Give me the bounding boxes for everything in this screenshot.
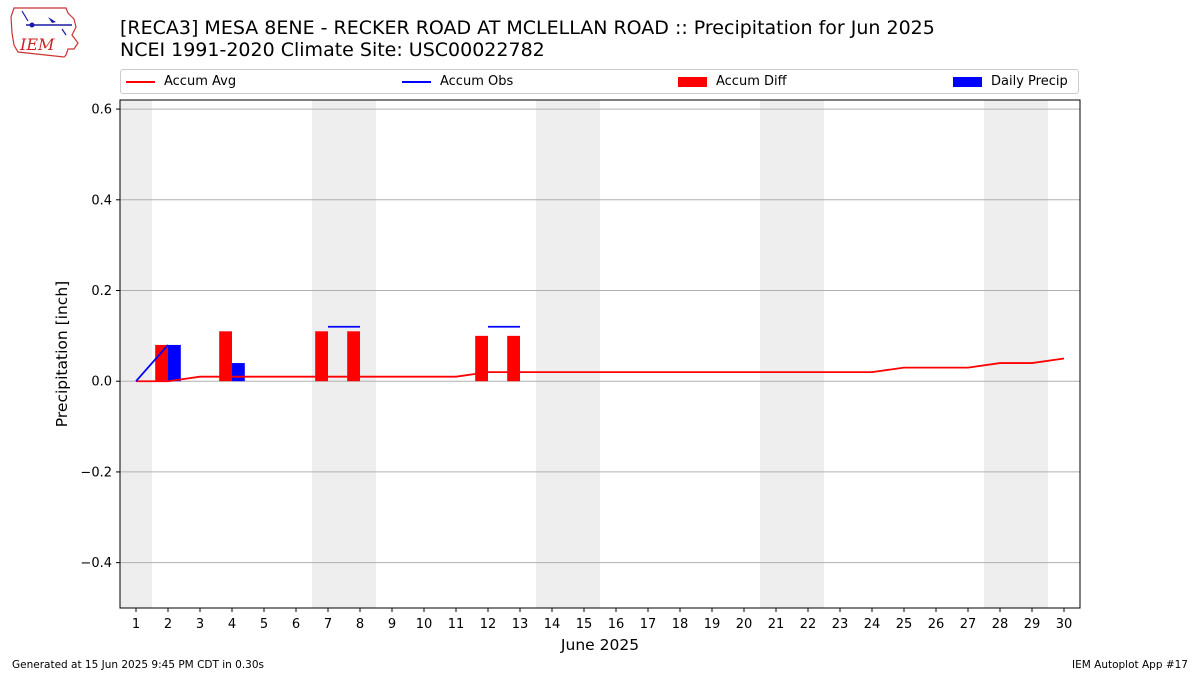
x-axis-label: June 2025 — [560, 636, 639, 654]
accum-diff-bar — [347, 331, 360, 382]
y-tick-label: 0.6 — [91, 103, 112, 118]
accum-diff-bar — [219, 331, 232, 382]
x-tick-label: 1 — [132, 617, 140, 632]
logo-text: IEM — [19, 35, 55, 54]
legend-label-accum-obs: Accum Obs — [440, 74, 514, 89]
x-tick-label: 8 — [356, 617, 364, 632]
legend-label-accum-diff: Accum Diff — [716, 74, 787, 89]
weekend-band-2 — [536, 100, 600, 608]
x-tick-label: 23 — [832, 617, 849, 632]
accum-diff-bar — [155, 344, 168, 382]
accum-diff-bar — [475, 335, 488, 382]
legend-label-accum-avg: Accum Avg — [164, 74, 237, 89]
x-tick-label: 14 — [544, 617, 561, 632]
weekend-band-3 — [760, 100, 824, 608]
legend: Accum Avg Accum Obs Accum Diff Daily Pre… — [120, 69, 1079, 94]
accum-obs-line — [135, 344, 169, 382]
y-tick-label: 0.2 — [91, 284, 112, 299]
legend-item-accum-avg: Accum Avg — [126, 70, 236, 93]
y-tick-label: 0.0 — [91, 375, 112, 390]
legend-swatch-accum-diff — [678, 76, 707, 87]
x-tick-label: 4 — [228, 617, 236, 632]
plot-frame — [119, 99, 1081, 609]
x-tick-label: 27 — [960, 617, 977, 632]
x-tick-label: 21 — [768, 617, 785, 632]
footer-app: IEM Autoplot App #17 — [1072, 659, 1188, 671]
x-tick-label: 6 — [292, 617, 300, 632]
x-tick-label: 30 — [1056, 617, 1073, 632]
x-tick-label: 15 — [576, 617, 593, 632]
accum-avg-line — [136, 357, 1065, 383]
x-tick-label: 26 — [928, 617, 945, 632]
footer-generated: Generated at 15 Jun 2025 9:45 PM CDT in … — [12, 659, 265, 671]
title-line-2: NCEI 1991-2020 Climate Site: USC00022782 — [120, 39, 545, 61]
legend-item-accum-obs: Accum Obs — [402, 70, 513, 93]
x-tick-label: 29 — [1024, 617, 1041, 632]
weekend-band-4 — [984, 100, 1048, 608]
legend-item-daily-precip: Daily Precip — [953, 70, 1068, 93]
x-tick-label: 16 — [608, 617, 625, 632]
y-tick-label: −0.2 — [80, 465, 112, 480]
weekend-band-0 — [120, 100, 152, 608]
x-tick-label: 3 — [196, 617, 204, 632]
x-tick-label: 5 — [260, 617, 268, 632]
chart-title: [RECA3] MESA 8ENE - RECKER ROAD AT MCLEL… — [120, 17, 935, 61]
x-tick-label: 11 — [448, 617, 465, 632]
title-line-1: [RECA3] MESA 8ENE - RECKER ROAD AT MCLEL… — [120, 17, 935, 39]
legend-swatch-accum-obs — [402, 80, 431, 83]
x-tick-label: 22 — [800, 617, 817, 632]
y-tick-label: 0.4 — [91, 193, 112, 208]
x-tick-label: 28 — [992, 617, 1009, 632]
x-tick-label: 7 — [324, 617, 332, 632]
x-tick-label: 25 — [896, 617, 913, 632]
x-tick-label: 12 — [480, 617, 497, 632]
x-tick-label: 24 — [864, 617, 881, 632]
iem-logo: IEM — [8, 5, 82, 59]
y-tick-label: −0.4 — [80, 556, 112, 571]
x-tick-label: 10 — [416, 617, 433, 632]
x-tick-label: 13 — [512, 617, 529, 632]
legend-item-accum-diff: Accum Diff — [678, 70, 787, 93]
legend-swatch-accum-avg — [126, 80, 155, 83]
x-tick-label: 18 — [672, 617, 689, 632]
x-tick-label: 20 — [736, 617, 753, 632]
legend-swatch-daily-precip — [953, 76, 982, 87]
x-tick-label: 17 — [640, 617, 657, 632]
daily-precip-bar — [168, 344, 181, 382]
x-tick-label: 2 — [164, 617, 172, 632]
y-axis-label: Precipitation [inch] — [53, 281, 71, 427]
x-tick-label: 19 — [704, 617, 721, 632]
legend-label-daily-precip: Daily Precip — [991, 74, 1068, 89]
x-tick-label: 9 — [388, 617, 396, 632]
accum-diff-bar — [315, 331, 328, 382]
accum-diff-bar — [507, 335, 520, 382]
iem-logo-graphic: IEM — [10, 7, 79, 58]
daily-precip-bar — [232, 363, 245, 382]
